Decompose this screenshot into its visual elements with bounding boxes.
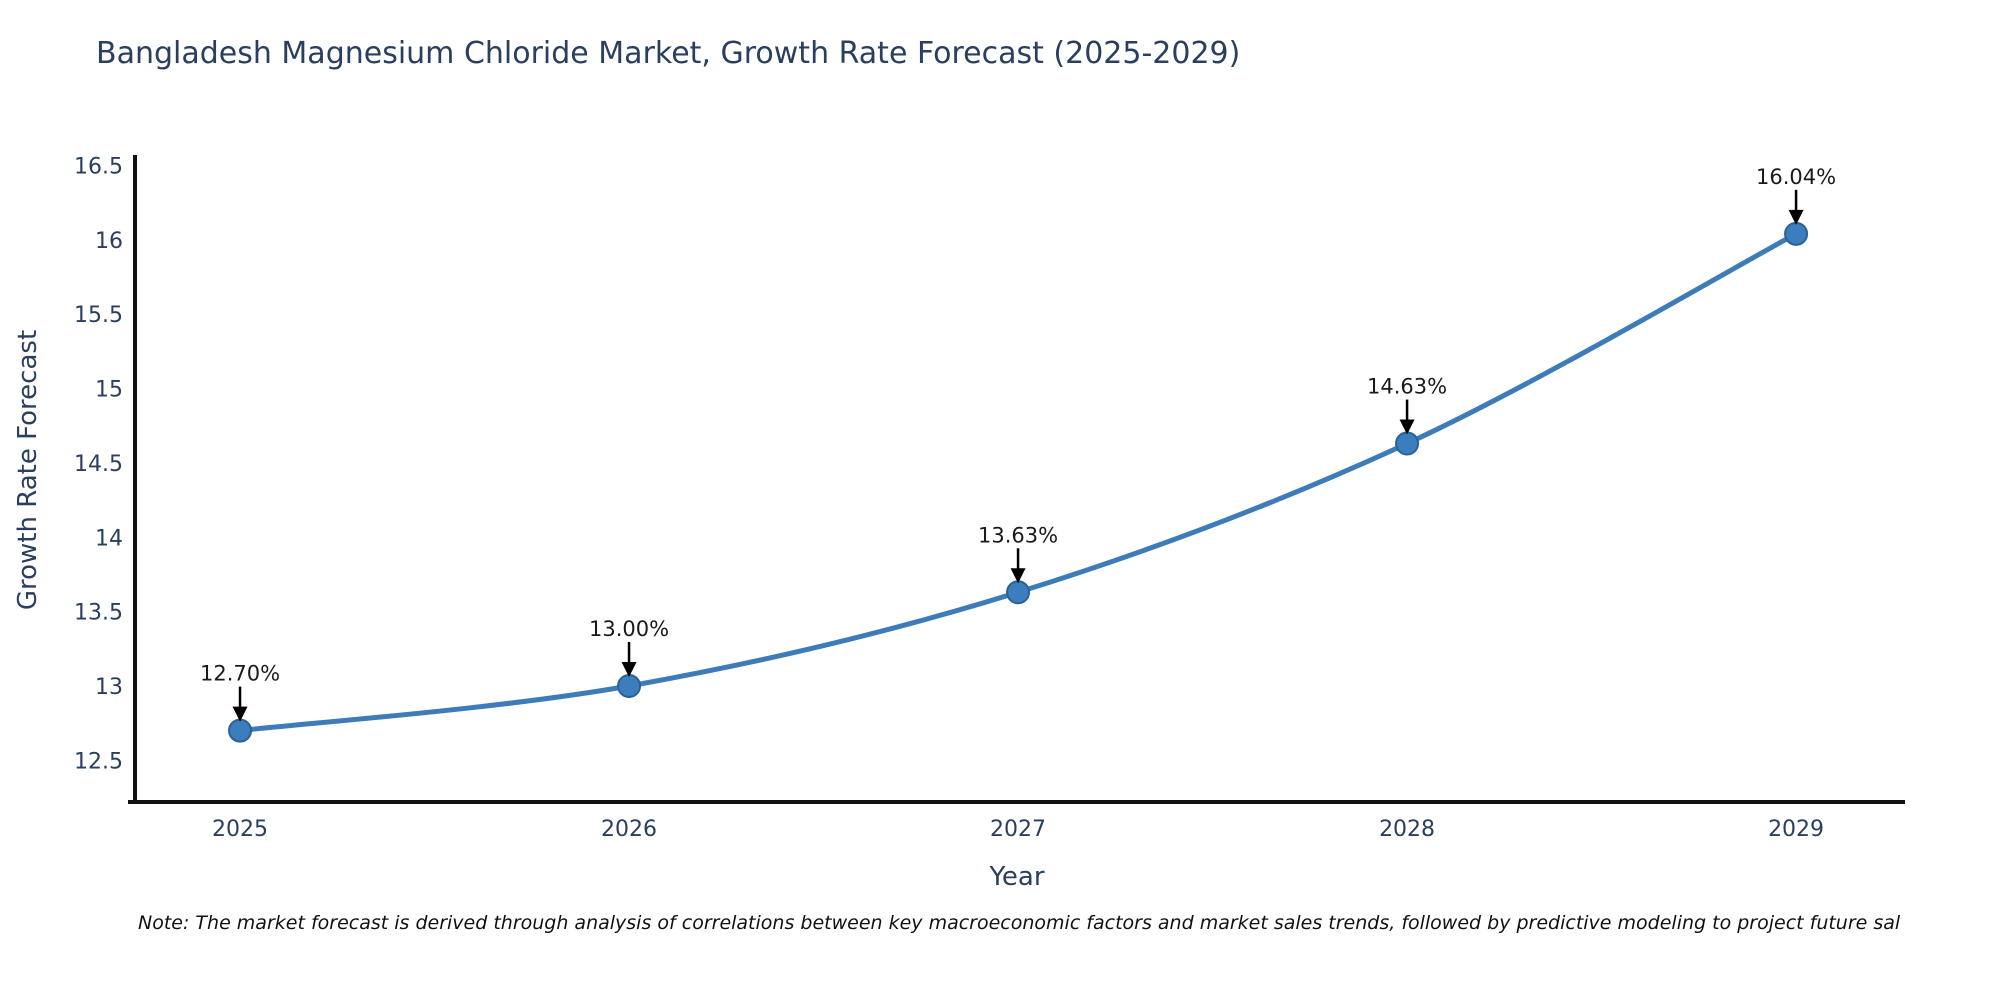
x-tick-label: 2026	[601, 817, 657, 842]
annotation-arrow-head	[232, 706, 248, 722]
y-tick-label: 12.5	[74, 749, 123, 774]
point-value-label: 13.00%	[589, 617, 669, 641]
y-tick-label: 15.5	[74, 303, 123, 328]
y-tick-label: 13	[95, 675, 123, 700]
point-annotations: 12.70% 13.00% 13.63% 14.63% 16.04%	[200, 165, 1836, 722]
y-tick-label: 14	[95, 526, 123, 551]
point-value-label: 16.04%	[1756, 165, 1836, 189]
axes	[128, 155, 1905, 804]
x-tick-labels: 2025 2026 2027 2028 2029	[212, 817, 1824, 842]
annotation-arrow-head	[1788, 209, 1804, 225]
data-point-marker	[1006, 580, 1031, 605]
data-point-marker	[1395, 431, 1420, 456]
y-axis-title: Growth Rate Forecast	[13, 329, 43, 611]
annotation-arrow-head	[1399, 419, 1415, 435]
x-tick-label: 2025	[212, 817, 268, 842]
point-value-label: 12.70%	[200, 662, 280, 686]
point-value-label: 14.63%	[1367, 375, 1447, 399]
x-axis-title: Year	[989, 862, 1045, 892]
y-tick-label: 14.5	[74, 452, 123, 477]
x-tick-label: 2029	[1768, 817, 1824, 842]
annotation-arrow-head	[1010, 568, 1026, 584]
chart-title: Bangladesh Magnesium Chloride Market, Gr…	[96, 36, 1241, 71]
y-tick-label: 15	[95, 378, 123, 403]
y-tick-label: 16	[95, 229, 123, 254]
data-points	[228, 221, 1809, 743]
annotation-arrow-head	[621, 661, 637, 677]
forecast-line	[237, 231, 1799, 734]
data-point-marker	[617, 673, 642, 698]
data-point-marker	[228, 718, 253, 743]
data-point-marker	[1784, 221, 1809, 246]
x-tick-label: 2027	[990, 817, 1046, 842]
y-tick-label: 13.5	[74, 601, 123, 626]
footnote: Note: The market forecast is derived thr…	[138, 912, 1901, 934]
y-tick-label: 16.5	[74, 154, 123, 179]
y-tick-labels: 12.5 13 13.5 14 14.5 15 15.5 16 16.5	[74, 154, 123, 774]
point-value-label: 13.63%	[978, 523, 1058, 547]
x-tick-label: 2028	[1379, 817, 1435, 842]
